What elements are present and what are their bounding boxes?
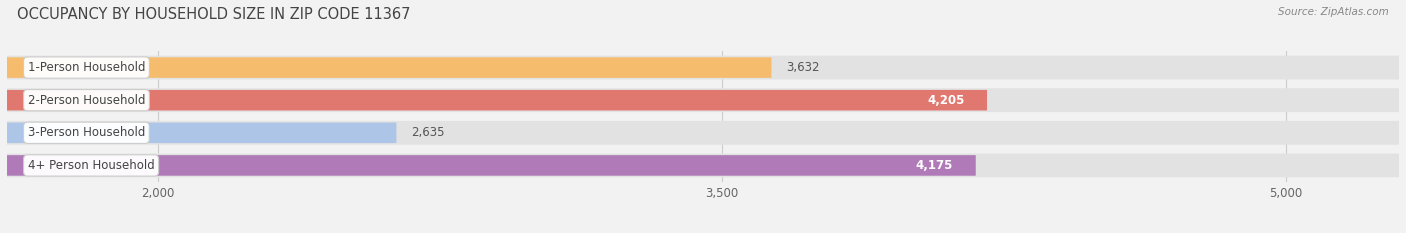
Text: 3,632: 3,632 <box>786 61 820 74</box>
FancyBboxPatch shape <box>7 121 1399 145</box>
FancyBboxPatch shape <box>7 56 1399 79</box>
FancyBboxPatch shape <box>7 57 772 78</box>
Text: 3-Person Household: 3-Person Household <box>28 126 145 139</box>
FancyBboxPatch shape <box>7 88 1399 112</box>
FancyBboxPatch shape <box>7 155 976 176</box>
Text: 4,205: 4,205 <box>927 94 965 107</box>
Text: 2,635: 2,635 <box>412 126 444 139</box>
Text: 1-Person Household: 1-Person Household <box>28 61 145 74</box>
Text: OCCUPANCY BY HOUSEHOLD SIZE IN ZIP CODE 11367: OCCUPANCY BY HOUSEHOLD SIZE IN ZIP CODE … <box>17 7 411 22</box>
FancyBboxPatch shape <box>7 90 987 110</box>
Text: 4+ Person Household: 4+ Person Household <box>28 159 155 172</box>
FancyBboxPatch shape <box>7 123 396 143</box>
FancyBboxPatch shape <box>7 154 1399 177</box>
Text: 4,175: 4,175 <box>915 159 953 172</box>
Text: 2-Person Household: 2-Person Household <box>28 94 145 107</box>
Text: Source: ZipAtlas.com: Source: ZipAtlas.com <box>1278 7 1389 17</box>
